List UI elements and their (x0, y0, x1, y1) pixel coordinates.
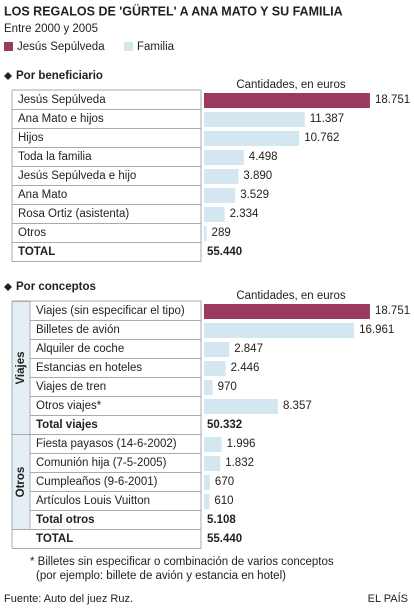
footnote: (por ejemplo: billete de avión y estanci… (36, 570, 286, 582)
category-label: Alquiler de coche (36, 343, 124, 355)
bar (204, 494, 210, 509)
value-label: 610 (214, 495, 233, 507)
bar (204, 475, 210, 490)
category-label: Jesús Sepúlveda (18, 94, 106, 106)
value-label: 3.890 (243, 170, 272, 182)
bar (204, 131, 300, 146)
legend-swatch (4, 42, 13, 51)
value-label: 1.832 (225, 457, 254, 469)
brand: EL PAÍS (368, 592, 408, 605)
category-label: Cumpleaños (9-6-2001) (36, 476, 158, 488)
total-label: Total otros (36, 514, 95, 526)
bar (204, 342, 230, 357)
total-value: 55.440 (207, 246, 242, 258)
section-icon (4, 283, 12, 291)
category-label: Toda la familia (18, 151, 92, 163)
category-label: Otros (18, 227, 46, 239)
value-label: 970 (218, 381, 237, 393)
value-label: 1.996 (227, 438, 256, 450)
bar (204, 399, 278, 414)
category-label: Billetes de avión (36, 324, 120, 336)
category-label: Rosa Ortiz (asistenta) (18, 208, 129, 220)
value-label: 289 (212, 227, 231, 239)
value-label: 670 (215, 476, 234, 488)
group-label: Otros (15, 467, 27, 498)
value-label: 16.961 (359, 324, 394, 336)
source: Fuente: Auto del juez Ruz. (4, 593, 133, 605)
category-label: Ana Mato (18, 189, 67, 201)
title: LOS REGALOS DE 'GÜRTEL' A ANA MATO Y SU … (4, 3, 343, 18)
bar (204, 361, 226, 376)
footnote: * Billetes sin especificar o combinación… (30, 556, 334, 568)
bar (204, 188, 236, 203)
category-label: Viajes de tren (36, 381, 106, 393)
bar (204, 304, 370, 319)
total-label: TOTAL (18, 246, 55, 258)
category-label: Fiesta payasos (14-6-2002) (36, 438, 177, 450)
value-label: 2.334 (230, 208, 259, 220)
axis-label: Cantidades, en euros (236, 290, 346, 302)
bar (204, 437, 222, 452)
bar (204, 380, 213, 395)
section-icon (4, 72, 12, 80)
total-label: TOTAL (36, 533, 73, 545)
section-title: Por conceptos (16, 281, 96, 293)
value-label: 3.529 (240, 189, 269, 201)
value-label: 18.751 (375, 94, 410, 106)
value-label: 8.357 (283, 400, 312, 412)
value-label: 11.387 (310, 113, 344, 125)
bar (204, 456, 221, 471)
value-label: 10.762 (304, 132, 339, 144)
category-label: Jesús Sepúlveda e hijo (18, 170, 136, 182)
category-label: Estancias en hoteles (36, 362, 142, 374)
legend-label: Jesús Sepúlveda (17, 41, 105, 53)
bar (204, 323, 355, 338)
category-label: Ana Mato e hijos (18, 113, 104, 125)
category-label: Otros viajes* (36, 400, 102, 412)
bar (204, 207, 225, 222)
bar (204, 93, 370, 108)
value-label: 4.498 (249, 151, 278, 163)
total-value: 55.440 (207, 533, 242, 545)
value-label: 2.446 (231, 362, 260, 374)
axis-label: Cantidades, en euros (236, 79, 346, 91)
legend-label: Familia (137, 41, 175, 53)
total-value: 5.108 (207, 514, 236, 526)
value-label: 18.751 (375, 305, 410, 317)
group-label: Viajes (15, 351, 27, 384)
total-label: Total viajes (36, 419, 98, 431)
category-label: Artículos Louis Vuitton (36, 495, 150, 507)
section-title: Por beneficiario (16, 70, 103, 82)
bar (204, 226, 207, 241)
bar (204, 112, 305, 127)
category-label: Comunión hija (7-5-2005) (36, 457, 167, 469)
category-label: Hijos (18, 132, 44, 144)
legend-swatch (124, 42, 133, 51)
total-value: 50.332 (207, 419, 242, 431)
category-label: Viajes (sin especificar el tipo) (36, 305, 185, 317)
bar (204, 169, 239, 184)
subtitle: Entre 2000 y 2005 (4, 23, 98, 35)
value-label: 2.847 (234, 343, 263, 355)
bar (204, 150, 244, 165)
